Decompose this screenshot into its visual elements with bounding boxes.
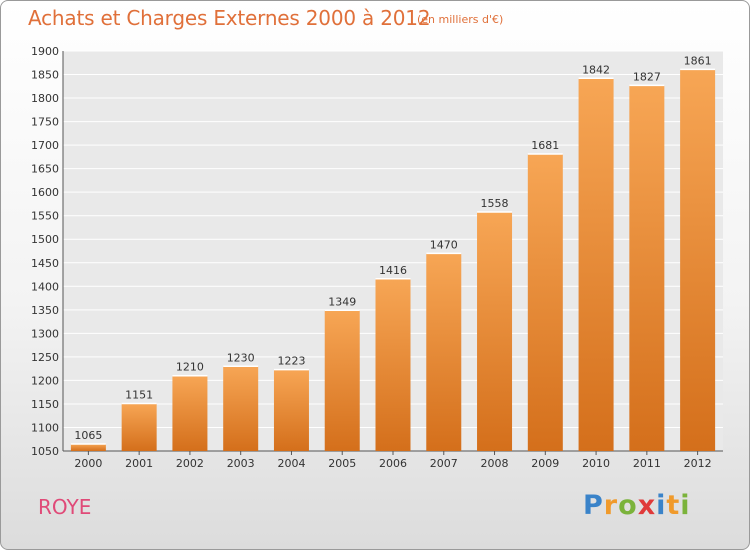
x-tick-label: 2005 xyxy=(328,457,356,470)
data-label: 1210 xyxy=(176,361,204,374)
y-tick-label: 1600 xyxy=(31,186,59,199)
chart-title: Achats et Charges Externes 2000 à 2012 xyxy=(28,6,431,30)
data-label: 1470 xyxy=(430,238,458,251)
bar xyxy=(375,278,411,451)
y-tick-label: 1450 xyxy=(31,257,59,270)
y-tick-label: 1100 xyxy=(31,421,59,434)
city-name: ROYE xyxy=(38,495,92,519)
bar xyxy=(121,403,157,451)
x-tick-label: 2001 xyxy=(125,457,153,470)
brand-logo: Proxiti xyxy=(583,490,691,521)
data-label: 1558 xyxy=(481,197,509,210)
data-label: 1230 xyxy=(227,351,255,364)
data-label: 1861 xyxy=(684,54,712,67)
bar xyxy=(629,85,665,452)
y-tick-label: 1400 xyxy=(31,280,59,293)
data-label: 1223 xyxy=(277,355,305,368)
y-tick-label: 1350 xyxy=(31,304,59,317)
bar xyxy=(680,69,716,452)
x-tick-label: 2012 xyxy=(684,457,712,470)
x-tick-label: 2004 xyxy=(277,457,305,470)
x-tick-label: 2009 xyxy=(531,457,559,470)
data-label: 1151 xyxy=(125,388,153,401)
x-tick-label: 2011 xyxy=(633,457,661,470)
y-tick-label: 1850 xyxy=(31,69,59,82)
x-tick-label: 2006 xyxy=(379,457,407,470)
bar xyxy=(477,211,513,451)
x-tick-label: 2000 xyxy=(74,457,102,470)
data-label: 1416 xyxy=(379,264,407,277)
bar xyxy=(426,253,462,451)
x-tick-label: 2010 xyxy=(582,457,610,470)
y-tick-label: 1200 xyxy=(31,374,59,387)
y-tick-label: 1700 xyxy=(31,139,59,152)
bar xyxy=(527,154,563,451)
x-tick-label: 2003 xyxy=(227,457,255,470)
chart-unit: (en milliers d'€) xyxy=(417,13,504,26)
x-tick-label: 2008 xyxy=(481,457,509,470)
data-label: 1681 xyxy=(531,139,559,152)
y-tick-label: 1300 xyxy=(31,327,59,340)
data-label: 1065 xyxy=(74,429,102,442)
data-label: 1842 xyxy=(582,63,610,76)
y-tick-label: 1900 xyxy=(31,45,59,58)
y-tick-label: 1500 xyxy=(31,233,59,246)
x-tick-label: 2002 xyxy=(176,457,204,470)
x-tick-label: 2007 xyxy=(430,457,458,470)
y-tick-label: 1550 xyxy=(31,210,59,223)
data-label: 1827 xyxy=(633,70,661,83)
data-label: 1349 xyxy=(328,295,356,308)
bar xyxy=(273,369,309,451)
y-tick-label: 1750 xyxy=(31,116,59,129)
y-tick-label: 1650 xyxy=(31,163,59,176)
y-tick-label: 1800 xyxy=(31,92,59,105)
y-tick-label: 1150 xyxy=(31,398,59,411)
bar xyxy=(578,78,614,451)
y-tick-label: 1050 xyxy=(31,445,59,458)
y-tick-label: 1250 xyxy=(31,351,59,364)
bar xyxy=(70,443,106,451)
bar xyxy=(324,310,360,451)
bar xyxy=(223,366,259,451)
bar xyxy=(172,375,208,451)
